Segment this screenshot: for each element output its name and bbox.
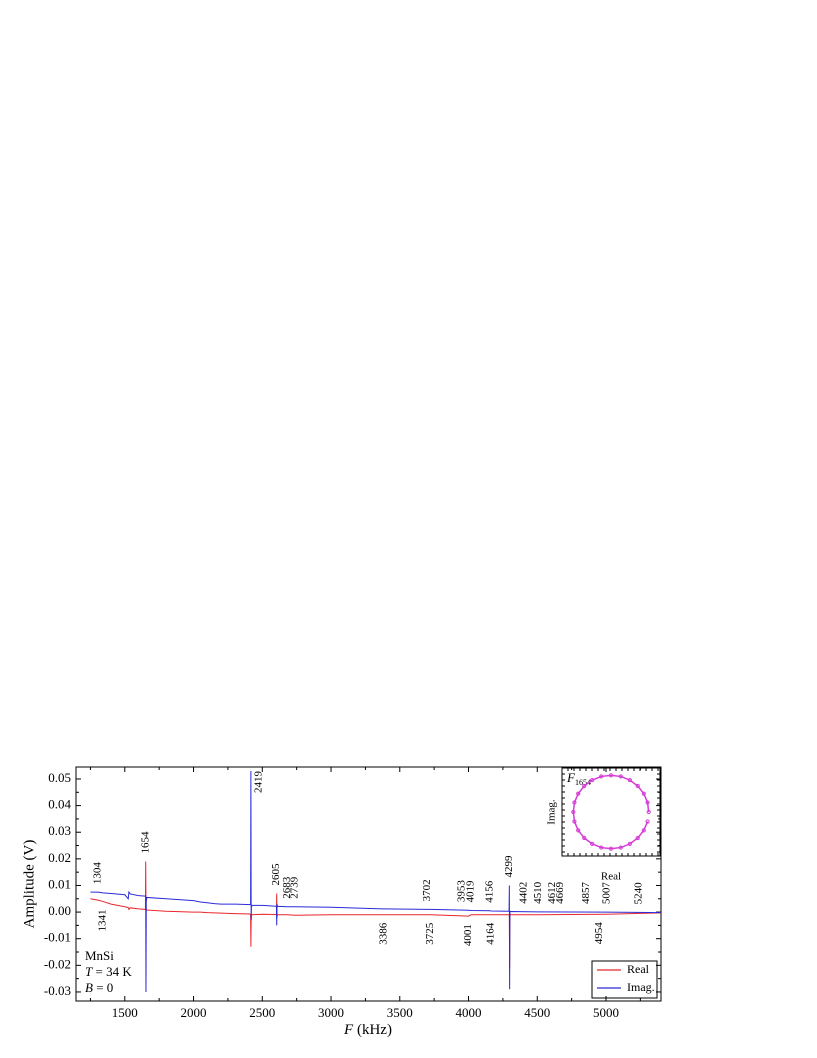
x-tick-label: 3500 [387,1005,413,1020]
y-tick-label: 0.05 [48,770,71,785]
annotation: MnSi [85,948,114,963]
legend-label: Imag. [627,980,655,994]
x-tick-label: 4000 [456,1005,482,1020]
peak-label: 5007 [600,882,612,905]
plot-frame [75,766,662,1002]
y-tick-label: -0.01 [44,930,71,945]
series-line [90,861,662,968]
inset-point [645,800,650,805]
peak-label: 4510 [532,881,544,904]
peak-label: 2739 [289,876,301,899]
inset-point [608,773,614,778]
peak-label: 4019 [465,880,477,903]
annotation: T = 34 K [85,964,132,979]
y-tick-label: 0.02 [48,850,71,865]
annotation: B = 0 [85,980,113,995]
legend-label: Real [627,962,650,976]
inset-point [576,791,581,796]
y-tick-label: 0.03 [48,823,71,838]
peak-label: 2419 [253,771,265,794]
peak-label: 1341 [96,909,108,931]
x-tick-label: 2000 [181,1005,207,1020]
inset-point [641,791,646,796]
inset-y-label: Imag. [546,799,558,825]
inset-point [627,841,632,847]
peak-label: 4402 [517,882,529,904]
inset-annotation-symbol: F [566,770,576,785]
inset-point [641,828,646,833]
symbol: B [85,980,93,995]
peak-label: 3386 [378,922,390,945]
inset-point [582,835,587,841]
inset-point [646,809,651,815]
peak-label: 4954 [593,922,605,945]
x-tick-label: 1500 [112,1005,138,1020]
x-tick-label: 3000 [318,1005,344,1020]
peak-label: 4669 [554,881,566,904]
rest: = 34 K [92,964,132,979]
inset-point [572,819,577,824]
inset-point [590,841,595,847]
inset-point [571,809,576,815]
peak-label: 2605 [270,863,282,886]
inset-point [645,819,650,824]
peak-label: 4857 [580,882,592,905]
inset-point [599,845,604,850]
peak-label: 1654 [140,831,152,854]
peak-label: 3702 [421,879,433,901]
peak-label: 4156 [483,880,495,903]
peak-label: 5240 [633,882,645,905]
peak-label: 4612 [546,882,558,904]
x-tick-label: 5000 [593,1005,619,1020]
series-line [90,770,662,992]
peak-label: 2683 [281,876,293,899]
peak-label: 3953 [456,880,468,903]
y-tick-label: 0.04 [48,797,71,812]
inset-annotation-subscript: 1654 [575,778,591,787]
inset-point [618,845,623,850]
inset-point [582,783,587,789]
inset-point [627,778,632,783]
peak-label: 4001 [462,924,474,946]
x-tick-label: 4500 [524,1005,550,1020]
inset-frame [561,767,661,857]
inset-point [599,774,604,779]
peak-label: 3725 [424,922,436,945]
y-tick-label: -0.02 [44,956,71,971]
x-axis-label: F (kHz) [343,1022,392,1038]
inset-point [608,846,614,851]
y-tick-label: 0.01 [48,876,71,891]
inset-point [572,800,577,805]
inset-x-label: Real [601,871,621,883]
inset-point [590,778,595,783]
peak-label: 4164 [485,922,497,945]
inset-point [618,774,623,779]
legend-frame [591,960,658,999]
peak-label: 4299 [503,855,515,878]
inset-point [635,835,640,841]
peak-label: 1304 [91,862,103,885]
inset-annotation: F1654 [566,770,591,787]
symbol: F [343,1022,354,1038]
inset-point [635,783,640,789]
x-tick-label: 2500 [249,1005,275,1020]
y-tick-label: 0.00 [48,903,71,918]
symbol: T [85,964,93,979]
rest: = 0 [93,980,113,995]
y-axis-label: Amplitude (V) [21,840,37,929]
rest: (kHz) [353,1022,392,1038]
y-tick-label: -0.03 [44,983,71,998]
inset-point [576,828,581,833]
